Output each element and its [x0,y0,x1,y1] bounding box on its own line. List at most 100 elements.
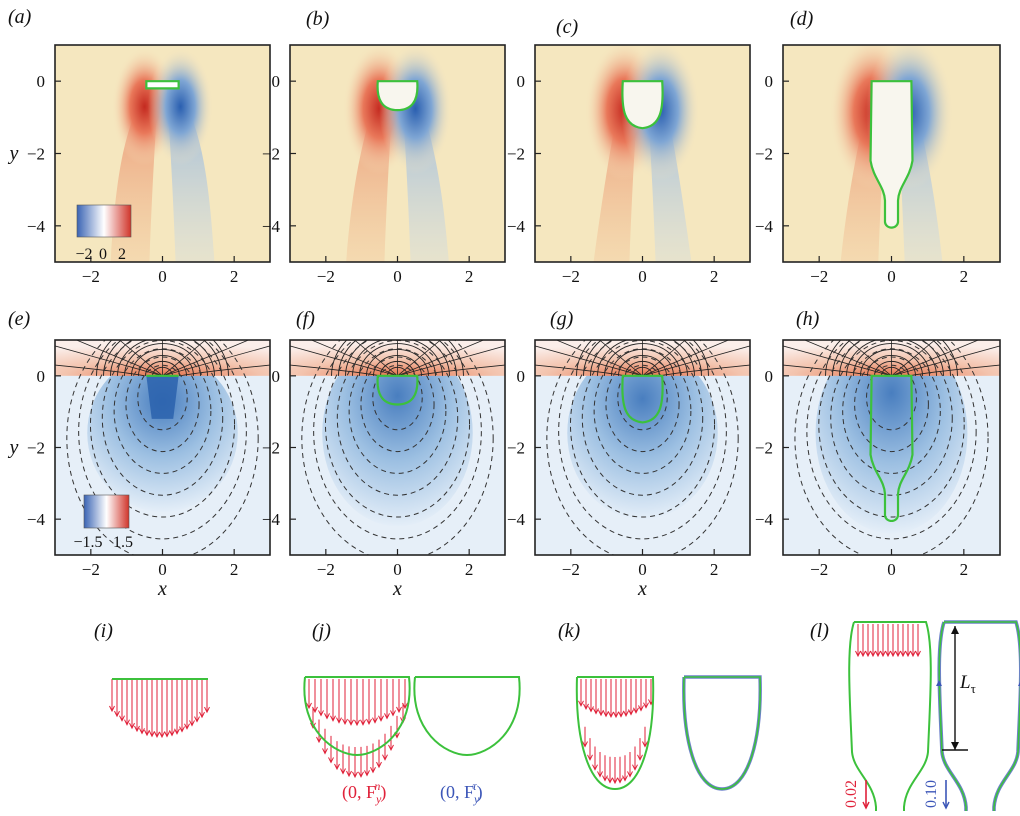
x-tick-label: 2 [710,267,719,286]
normal-scale-label: 0.02 [843,780,860,808]
y-tick-label: −2 [507,145,525,164]
panel-label-a: (a) [8,6,31,29]
y-tick-label: −2 [262,439,280,458]
y-tick-label: 0 [37,72,46,91]
x-tick-label: −2 [810,267,828,286]
panel-label-c: (c) [556,16,578,39]
force-panel-j: (0, Fyn) (0, Fyτ) [304,677,519,806]
force-panel-k [577,677,760,789]
length-label-subscript: τ [971,681,976,696]
x-tick-label: −2 [82,267,100,286]
normal-force-close: ) [380,782,386,803]
y-tick-label: −2 [755,439,773,458]
force-panel-i [110,679,210,737]
x-tick-label: 0 [158,560,167,579]
pressure-panel-h: −2 0 2 0 −2 −4 [755,316,1020,579]
normal-force-label: (0, Fyn) [342,779,386,806]
y-tick-label: 0 [765,72,774,91]
colorbar-gradient [84,495,129,528]
y-tick-label: −2 [262,145,280,164]
tangential-force-label: (0, Fyτ) [440,779,483,806]
colorbar-gradient [77,205,131,237]
panel-label-j: (j) [312,620,331,643]
x-tick-label: 0 [887,560,896,579]
y-tick-label: −4 [507,217,526,236]
colorbar-tick-label: 2 [118,246,126,263]
panel-label-f: (f) [296,308,315,331]
x-tick-label: 2 [465,560,474,579]
x-tick-label: −2 [562,560,580,579]
interface-region [146,376,178,419]
x-axis-label: x [392,578,402,600]
panel-label-h: (h) [796,308,819,331]
tangential-scale-label: 0.10 [923,780,940,808]
interface-outline [684,677,760,789]
tangential-force-band [939,622,1020,811]
y-tick-label: −4 [755,510,774,529]
force-panel-l: Lτ 0.02 0.10 [843,622,1020,811]
y-tick-label: 0 [517,367,526,386]
x-tick-label: 0 [887,267,896,286]
vorticity-panel-d: −2 0 2 0 −2 −4 [755,36,1000,299]
x-tick-label: 0 [393,560,402,579]
x-tick-label: 0 [638,267,647,286]
x-tick-label: 2 [230,267,239,286]
length-label: Lτ [959,672,976,696]
interface-outline [146,81,178,88]
y-tick-label: 0 [37,367,46,386]
x-tick-label: −2 [317,560,335,579]
tangential-force-band [684,677,760,789]
panel-label-l: (l) [810,620,829,643]
x-tick-label: 2 [960,560,969,579]
x-tick-label: 2 [465,267,474,286]
x-axis-label: x [637,578,647,600]
colorbar-tick-label: −2 [75,246,92,263]
x-tick-label: −2 [82,560,100,579]
x-tick-label: 2 [960,267,969,286]
y-tick-label: 0 [272,72,281,91]
panel-label-k: (k) [558,620,580,643]
panel-label-d: (d) [790,8,813,31]
colorbar-tick-label: 0 [99,246,107,263]
y-tick-label: −4 [27,217,46,236]
pressure-panel-f: −2 0 2 0 −2 −4 x [262,316,527,600]
y-tick-label: −4 [262,510,281,529]
x-tick-label: 0 [638,560,647,579]
panel-label-e: (e) [8,308,30,331]
y-tick-label: −4 [262,217,281,236]
y-tick-label: −4 [755,217,774,236]
negative-vortex [148,48,213,166]
x-tick-label: −2 [810,560,828,579]
x-tick-label: 2 [230,560,239,579]
interface-outline [414,677,519,755]
y-tick-label: −4 [27,510,46,529]
y-tick-label: −4 [507,510,526,529]
x-axis-label: x [157,578,167,600]
interface-outline [849,622,931,811]
y-tick-label: −2 [27,439,45,458]
x-tick-label: −2 [562,267,580,286]
colorbar-tick-label: −1.5 [73,534,102,551]
vorticity-panel-c: −2 0 2 0 −2 −4 [507,40,750,298]
y-axis-label: y [8,143,19,165]
colorbar-tick-label: 1.5 [113,534,133,551]
y-tick-label: 0 [272,367,281,386]
y-tick-label: −2 [507,439,525,458]
interface-outline [939,622,1020,811]
interface-outline [378,81,418,110]
tangential-force-close: ) [477,782,483,803]
y-tick-label: −2 [755,145,773,164]
panel-label-g: (g) [550,308,573,331]
tangential-force-arrowheads [936,680,1020,686]
y-tick-label: 0 [517,72,526,91]
x-tick-label: 0 [393,267,402,286]
y-tick-label: 0 [765,367,774,386]
y-tick-label: −2 [27,145,45,164]
panel-label-b: (b) [306,8,329,31]
